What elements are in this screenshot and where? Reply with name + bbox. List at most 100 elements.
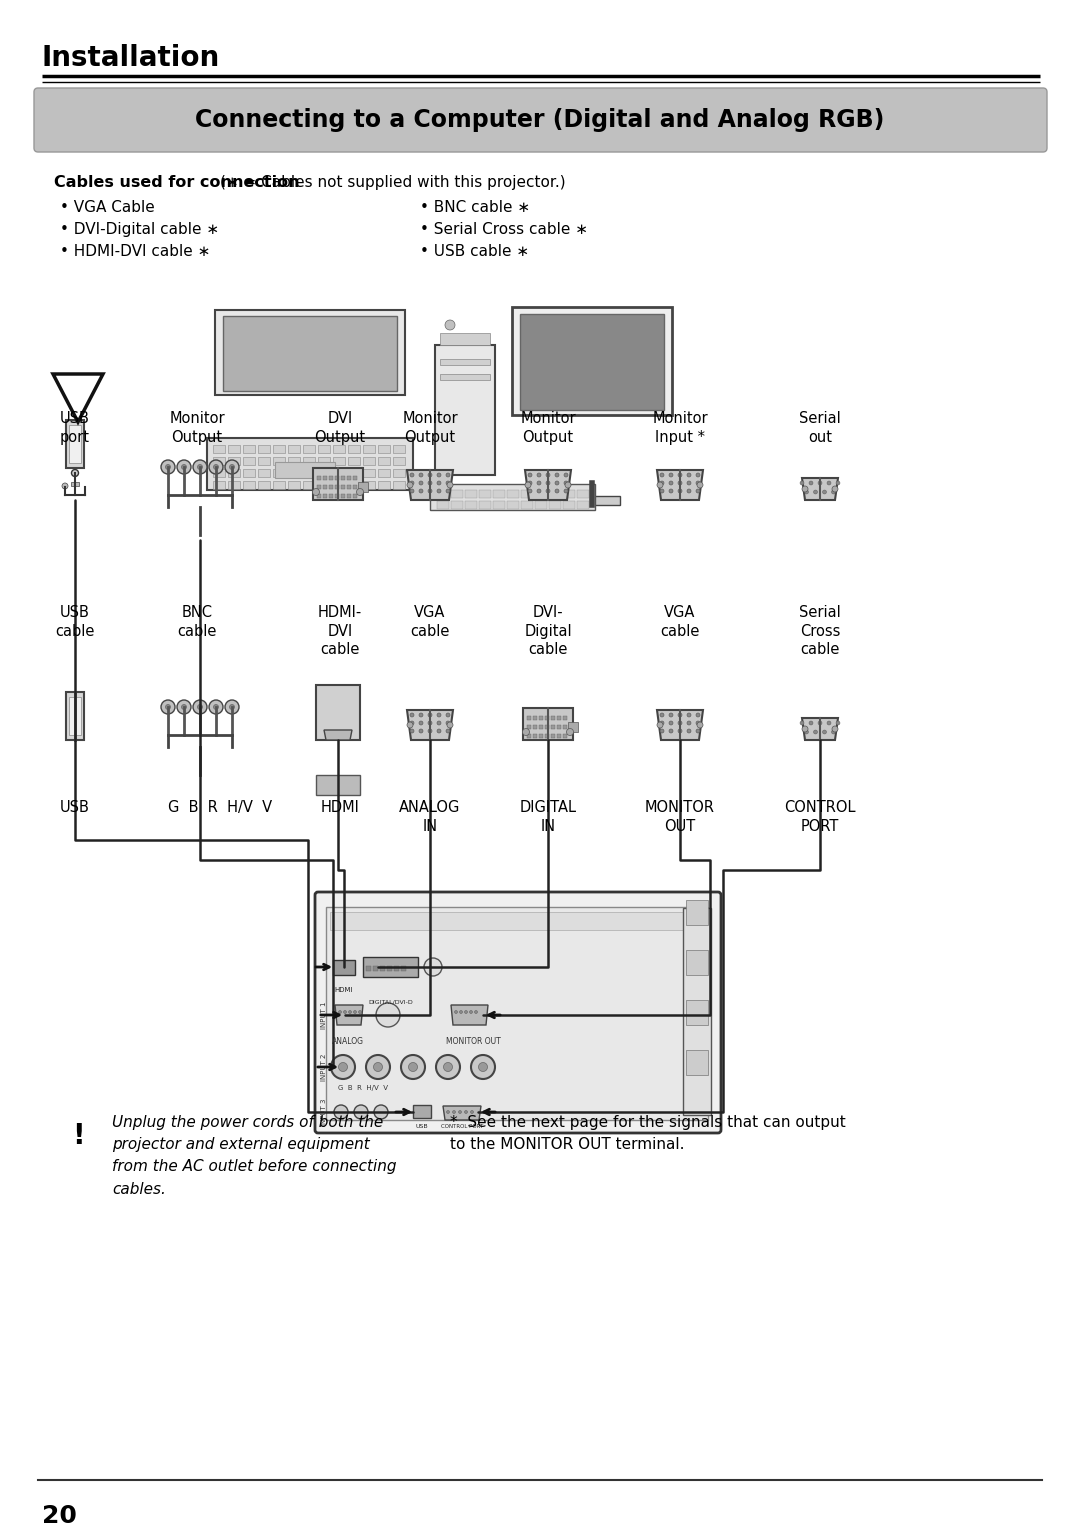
Text: Serial
Cross
cable: Serial Cross cable bbox=[799, 605, 841, 657]
Bar bbox=[378, 444, 390, 453]
Circle shape bbox=[687, 722, 691, 725]
Bar bbox=[380, 967, 384, 971]
Circle shape bbox=[229, 705, 234, 709]
Bar bbox=[333, 469, 345, 476]
Circle shape bbox=[528, 489, 532, 493]
Circle shape bbox=[210, 700, 222, 714]
Polygon shape bbox=[657, 709, 703, 740]
Bar bbox=[326, 907, 708, 1120]
Bar bbox=[318, 457, 330, 466]
Circle shape bbox=[419, 729, 423, 732]
Bar bbox=[318, 486, 321, 489]
Circle shape bbox=[437, 489, 441, 493]
Bar bbox=[69, 697, 81, 735]
Bar bbox=[378, 481, 390, 489]
Circle shape bbox=[827, 722, 831, 725]
Bar bbox=[363, 958, 418, 977]
Circle shape bbox=[437, 722, 441, 725]
Circle shape bbox=[437, 729, 441, 732]
Circle shape bbox=[528, 481, 532, 486]
Bar bbox=[413, 1105, 431, 1118]
Circle shape bbox=[71, 469, 79, 476]
Circle shape bbox=[657, 722, 663, 728]
Text: G  B  R  H/V  V: G B R H/V V bbox=[338, 1085, 388, 1091]
Text: Monitor
Output: Monitor Output bbox=[170, 412, 225, 444]
Circle shape bbox=[546, 481, 550, 486]
Bar bbox=[330, 912, 705, 930]
Bar bbox=[535, 490, 546, 498]
Circle shape bbox=[419, 489, 423, 493]
Circle shape bbox=[805, 731, 809, 734]
Circle shape bbox=[523, 729, 529, 735]
Circle shape bbox=[428, 722, 432, 725]
Bar bbox=[303, 469, 315, 476]
Bar bbox=[69, 424, 81, 463]
Polygon shape bbox=[335, 1005, 363, 1025]
Bar bbox=[273, 444, 285, 453]
Circle shape bbox=[334, 1105, 348, 1118]
Bar bbox=[329, 493, 333, 498]
Circle shape bbox=[198, 705, 203, 709]
Bar bbox=[363, 481, 375, 489]
Circle shape bbox=[446, 1111, 449, 1114]
Bar bbox=[492, 501, 505, 509]
Text: 20: 20 bbox=[42, 1504, 77, 1527]
Text: DIGITAL
IN: DIGITAL IN bbox=[519, 800, 577, 833]
Circle shape bbox=[823, 731, 826, 734]
Text: Serial
out: Serial out bbox=[799, 412, 841, 444]
Bar bbox=[288, 469, 300, 476]
Bar bbox=[437, 501, 449, 509]
Circle shape bbox=[669, 712, 673, 717]
Circle shape bbox=[407, 483, 413, 489]
Bar bbox=[363, 469, 375, 476]
Circle shape bbox=[410, 489, 414, 493]
Circle shape bbox=[696, 722, 700, 725]
Bar bbox=[568, 722, 578, 732]
Bar bbox=[357, 483, 368, 492]
Bar bbox=[273, 457, 285, 466]
Text: HDMI-
DVI
cable: HDMI- DVI cable bbox=[318, 605, 362, 657]
Circle shape bbox=[669, 729, 673, 732]
Bar bbox=[353, 486, 357, 489]
Text: Monitor
Input *: Monitor Input * bbox=[652, 412, 707, 444]
Circle shape bbox=[555, 481, 559, 486]
Text: Cables used for connection: Cables used for connection bbox=[54, 175, 299, 190]
Circle shape bbox=[419, 473, 423, 476]
Bar bbox=[545, 715, 549, 720]
Text: Unplug the power cords of both the
projector and external equipment
from the AC : Unplug the power cords of both the proje… bbox=[112, 1115, 396, 1196]
Text: Installation: Installation bbox=[42, 44, 220, 72]
Text: Monitor
Output: Monitor Output bbox=[521, 412, 576, 444]
Circle shape bbox=[537, 473, 541, 476]
Text: USB: USB bbox=[416, 1124, 429, 1129]
Bar bbox=[333, 444, 345, 453]
FancyBboxPatch shape bbox=[315, 892, 721, 1134]
Circle shape bbox=[687, 481, 691, 486]
Circle shape bbox=[697, 483, 703, 489]
Circle shape bbox=[818, 722, 822, 725]
Bar bbox=[686, 1000, 708, 1025]
Circle shape bbox=[165, 705, 171, 709]
Text: HDMI: HDMI bbox=[335, 987, 353, 993]
Circle shape bbox=[366, 1056, 390, 1079]
Bar bbox=[323, 476, 327, 480]
Circle shape bbox=[444, 1063, 453, 1071]
Circle shape bbox=[354, 1105, 368, 1118]
Bar bbox=[435, 345, 495, 475]
Circle shape bbox=[832, 731, 836, 734]
Circle shape bbox=[376, 1003, 400, 1026]
Circle shape bbox=[229, 464, 234, 469]
Circle shape bbox=[525, 483, 531, 489]
Circle shape bbox=[312, 489, 320, 495]
Bar bbox=[288, 481, 300, 489]
Circle shape bbox=[177, 460, 191, 473]
Circle shape bbox=[564, 489, 568, 493]
Circle shape bbox=[687, 729, 691, 732]
Bar bbox=[273, 469, 285, 476]
Circle shape bbox=[359, 1011, 362, 1014]
Bar bbox=[348, 457, 360, 466]
Circle shape bbox=[660, 712, 664, 717]
Bar bbox=[275, 463, 335, 478]
Bar bbox=[557, 725, 561, 729]
Bar bbox=[318, 476, 321, 480]
Circle shape bbox=[528, 473, 532, 476]
